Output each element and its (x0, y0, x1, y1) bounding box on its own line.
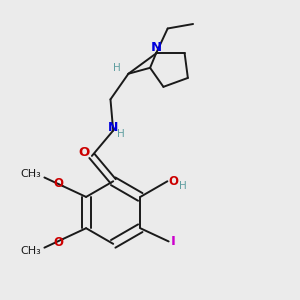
Text: H: H (179, 181, 187, 191)
Text: N: N (108, 121, 119, 134)
Text: O: O (53, 236, 63, 248)
Text: CH₃: CH₃ (21, 169, 41, 179)
Text: O: O (78, 146, 89, 160)
Text: N: N (151, 41, 162, 55)
Text: methoxy: methoxy (28, 175, 34, 176)
Text: H: H (117, 129, 125, 139)
Text: O: O (168, 175, 178, 188)
Text: O: O (53, 177, 63, 190)
Text: I: I (171, 235, 176, 248)
Text: CH₃: CH₃ (21, 246, 41, 256)
Text: H: H (113, 63, 121, 73)
